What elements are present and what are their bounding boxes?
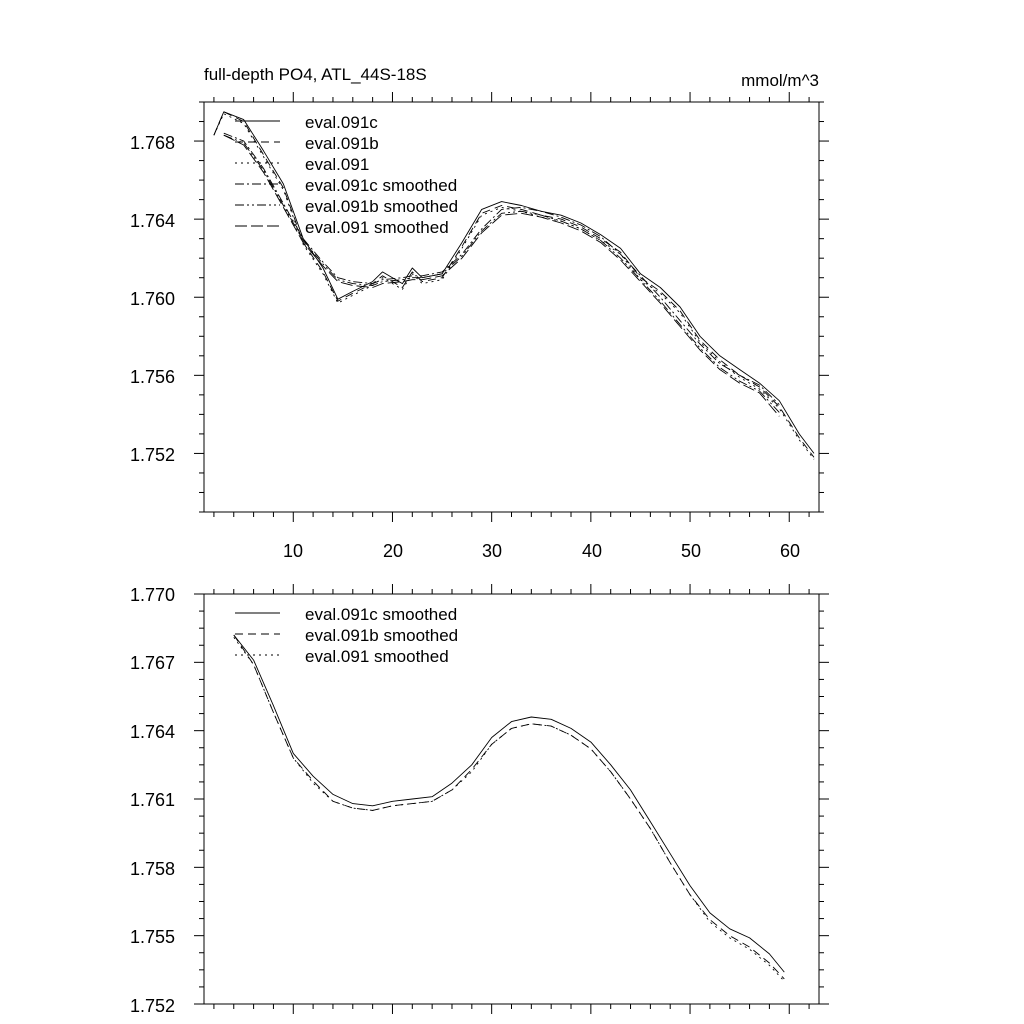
legend-label: eval.091b smoothed bbox=[305, 626, 458, 645]
y-tick-label: 1.752 bbox=[130, 445, 175, 465]
chart-bottom-panel: 1.752 1.755 1.758 1.761 1.764 1.767 1.77… bbox=[130, 584, 829, 1016]
legend-label: eval.091 smoothed bbox=[305, 218, 449, 237]
y-tick-label: 1.756 bbox=[130, 367, 175, 387]
y-tick-label: 1.764 bbox=[130, 722, 175, 742]
legend-label: eval.091b bbox=[305, 134, 379, 153]
legend-label: eval.091c bbox=[305, 113, 378, 132]
plot-frame-bottom bbox=[203, 593, 820, 1005]
y-tick-label: 1.770 bbox=[130, 585, 175, 605]
y-tick-label: 1.755 bbox=[130, 927, 175, 947]
y-tick-label: 1.768 bbox=[130, 133, 175, 153]
chart-units: mmol/m^3 bbox=[741, 71, 819, 90]
x-tick-label: 30 bbox=[482, 541, 502, 561]
series-group-top bbox=[213, 111, 815, 460]
axis-ticks-top bbox=[194, 92, 829, 522]
legend-label: eval.091c smoothed bbox=[305, 605, 457, 624]
axis-ticks-bottom bbox=[194, 584, 829, 1014]
legend-label: eval.091c smoothed bbox=[305, 176, 457, 195]
y-tick-labels-bottom: 1.752 1.755 1.758 1.761 1.764 1.767 1.77… bbox=[130, 585, 175, 1016]
x-tick-label: 40 bbox=[582, 541, 602, 561]
legend-label: eval.091 smoothed bbox=[305, 647, 449, 666]
x-tick-label: 10 bbox=[283, 541, 303, 561]
series-line-eval-091c bbox=[213, 111, 815, 454]
x-tick-label: 50 bbox=[681, 541, 701, 561]
legend-bottom: eval.091c smoothed eval.091b smoothed ev… bbox=[235, 605, 458, 666]
plot-frame-top bbox=[203, 101, 820, 513]
y-tick-label: 1.767 bbox=[130, 653, 175, 673]
series-line-eval-091 bbox=[213, 113, 815, 460]
x-tick-label: 20 bbox=[383, 541, 403, 561]
y-tick-labels-top: 1.752 1.756 1.760 1.764 1.768 bbox=[130, 133, 175, 465]
y-tick-label: 1.758 bbox=[130, 859, 175, 879]
series-line-eval-091b bbox=[213, 111, 815, 458]
legend-label: eval.091b smoothed bbox=[305, 197, 458, 216]
series-group-bottom bbox=[233, 634, 785, 982]
series-line-eval-091b-smoothed bbox=[223, 134, 780, 413]
x-tick-label: 60 bbox=[780, 541, 800, 561]
legend-label: eval.091 bbox=[305, 155, 369, 174]
x-tick-labels-top: 10 20 30 40 50 60 bbox=[283, 541, 800, 561]
chart-title: full-depth PO4, ATL_44S-18S bbox=[204, 65, 427, 84]
chart-top-panel: full-depth PO4, ATL_44S-18S mmol/m^3 1.7… bbox=[130, 65, 829, 561]
series-line-eval-091c-smoothed bbox=[233, 634, 785, 973]
series-line-eval-091-smoothed bbox=[233, 637, 785, 982]
y-tick-label: 1.760 bbox=[130, 289, 175, 309]
series-line-eval-091c-smoothed bbox=[223, 132, 780, 405]
series-line-eval-091b-smoothed bbox=[233, 634, 785, 980]
y-tick-label: 1.761 bbox=[130, 790, 175, 810]
series-line-eval-091-smoothed bbox=[223, 134, 780, 417]
y-tick-label: 1.752 bbox=[130, 996, 175, 1016]
legend-top: eval.091c eval.091b eval.091 eval.091c s… bbox=[235, 113, 458, 237]
y-tick-label: 1.764 bbox=[130, 211, 175, 231]
